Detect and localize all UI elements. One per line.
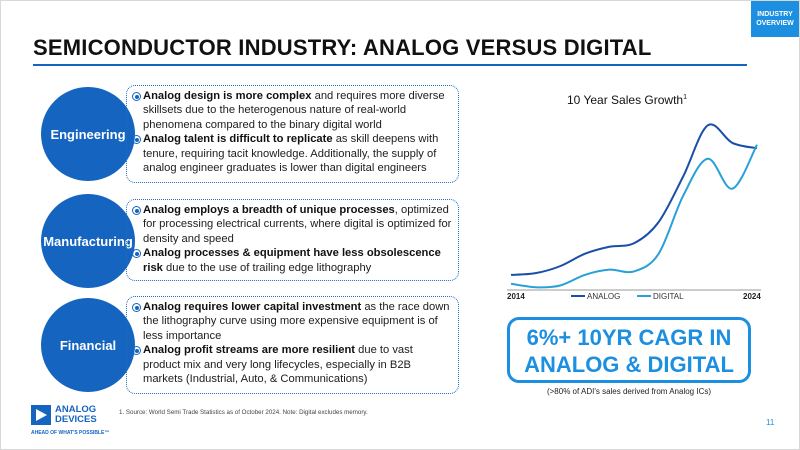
financial-circle: Financial — [41, 298, 135, 392]
bullet-icon — [132, 303, 141, 312]
cagr-callout: 6%+ 10YR CAGR IN ANALOG & DIGITAL — [507, 317, 751, 383]
sales-growth-chart: 2014 2024 ANALOG DIGITAL — [507, 123, 761, 301]
manufacturing-label: Manufacturing — [43, 233, 133, 249]
manufacturing-bullet-1: Analog employs a breadth of unique proce… — [132, 203, 452, 246]
bullet-bold: Analog requires lower capital investment — [143, 301, 362, 313]
x-tick-label-start: 2014 — [507, 292, 525, 301]
logo-wordmark: ANALOG DEVICES — [55, 405, 97, 425]
manufacturing-box: Analog employs a breadth of unique proce… — [126, 199, 459, 281]
bullet-icon — [132, 206, 141, 215]
bullet-bold: Analog employs a breadth of unique proce… — [143, 204, 395, 216]
engineering-label: Engineering — [50, 126, 126, 142]
bullet-text: as skill deepens with tenure, requiring … — [143, 133, 439, 175]
financial-box: Analog requires lower capital investment… — [126, 296, 459, 394]
logo-line1: ANALOG — [55, 404, 97, 415]
section-tag-line2: OVERVIEW — [756, 20, 794, 27]
bullet-bold: Analog processes & equipment have less o… — [143, 247, 441, 274]
chart-title-footnote: 1 — [683, 94, 687, 101]
engineering-bullet-1: Analog design is more complex and requir… — [132, 89, 452, 132]
x-tick-label-end: 2024 — [743, 292, 761, 301]
financial-label: Financial — [59, 337, 117, 353]
footnote: 1. Source: World Semi Trade Statistics a… — [119, 409, 368, 416]
logo-triangle-icon — [31, 405, 51, 425]
engineering-bullet-2: Analog talent is difficult to replicate … — [132, 132, 452, 175]
cagr-note: (>80% of ADI's sales derived from Analog… — [546, 387, 712, 396]
bullet-text: due to the use of trailing edge lithogra… — [162, 261, 372, 274]
title-divider — [33, 64, 747, 66]
bullet-text: as the race down the lithography curve u… — [143, 301, 450, 342]
legend-label-analog: ANALOG — [587, 292, 620, 301]
bullet-text: , optimized for processing electrical cu… — [143, 204, 452, 245]
bullet-icon — [132, 135, 141, 145]
section-tag: INDUSTRY OVERVIEW — [751, 1, 799, 37]
series-line-analog — [510, 123, 758, 276]
manufacturing-circle: Manufacturing — [41, 194, 135, 288]
bullet-bold: Analog talent is difficult to replicate — [143, 133, 333, 146]
cagr-line2: ANALOG & DIGITAL — [524, 352, 734, 377]
cagr-line1: 6%+ 10YR CAGR IN — [526, 325, 732, 350]
page-number: 11 — [766, 418, 775, 427]
legend-label-digital: DIGITAL — [653, 292, 684, 301]
bullet-icon — [132, 249, 141, 259]
engineering-circle: Engineering — [41, 87, 135, 181]
bullet-bold: Analog profit streams are more resilient — [143, 344, 356, 357]
slide-title: SEMICONDUCTOR INDUSTRY: ANALOG VERSUS DI… — [33, 35, 652, 60]
chart-title-text: 10 Year Sales Growth — [567, 93, 684, 107]
bullet-icon — [132, 92, 141, 101]
section-tag-line1: INDUSTRY — [757, 11, 793, 18]
logo-tagline: AHEAD OF WHAT'S POSSIBLE™ — [31, 430, 110, 436]
financial-bullet-1: Analog requires lower capital investment… — [132, 300, 452, 343]
bullet-text: due to vast product mix and very long li… — [143, 344, 413, 386]
financial-bullet-2: Analog profit streams are more resilient… — [132, 343, 452, 386]
bullet-text: and requires more diverse skillsets due … — [143, 90, 445, 131]
series-line-digital — [510, 144, 758, 289]
manufacturing-bullet-2: Analog processes & equipment have less o… — [132, 246, 452, 275]
bullet-bold: Analog design is more complex — [143, 90, 312, 102]
logo-line2: DEVICES — [55, 414, 97, 425]
chart-title: 10 Year Sales Growth1 — [567, 93, 687, 107]
engineering-box: Analog design is more complex and requir… — [126, 85, 459, 183]
bullet-icon — [132, 346, 141, 356]
